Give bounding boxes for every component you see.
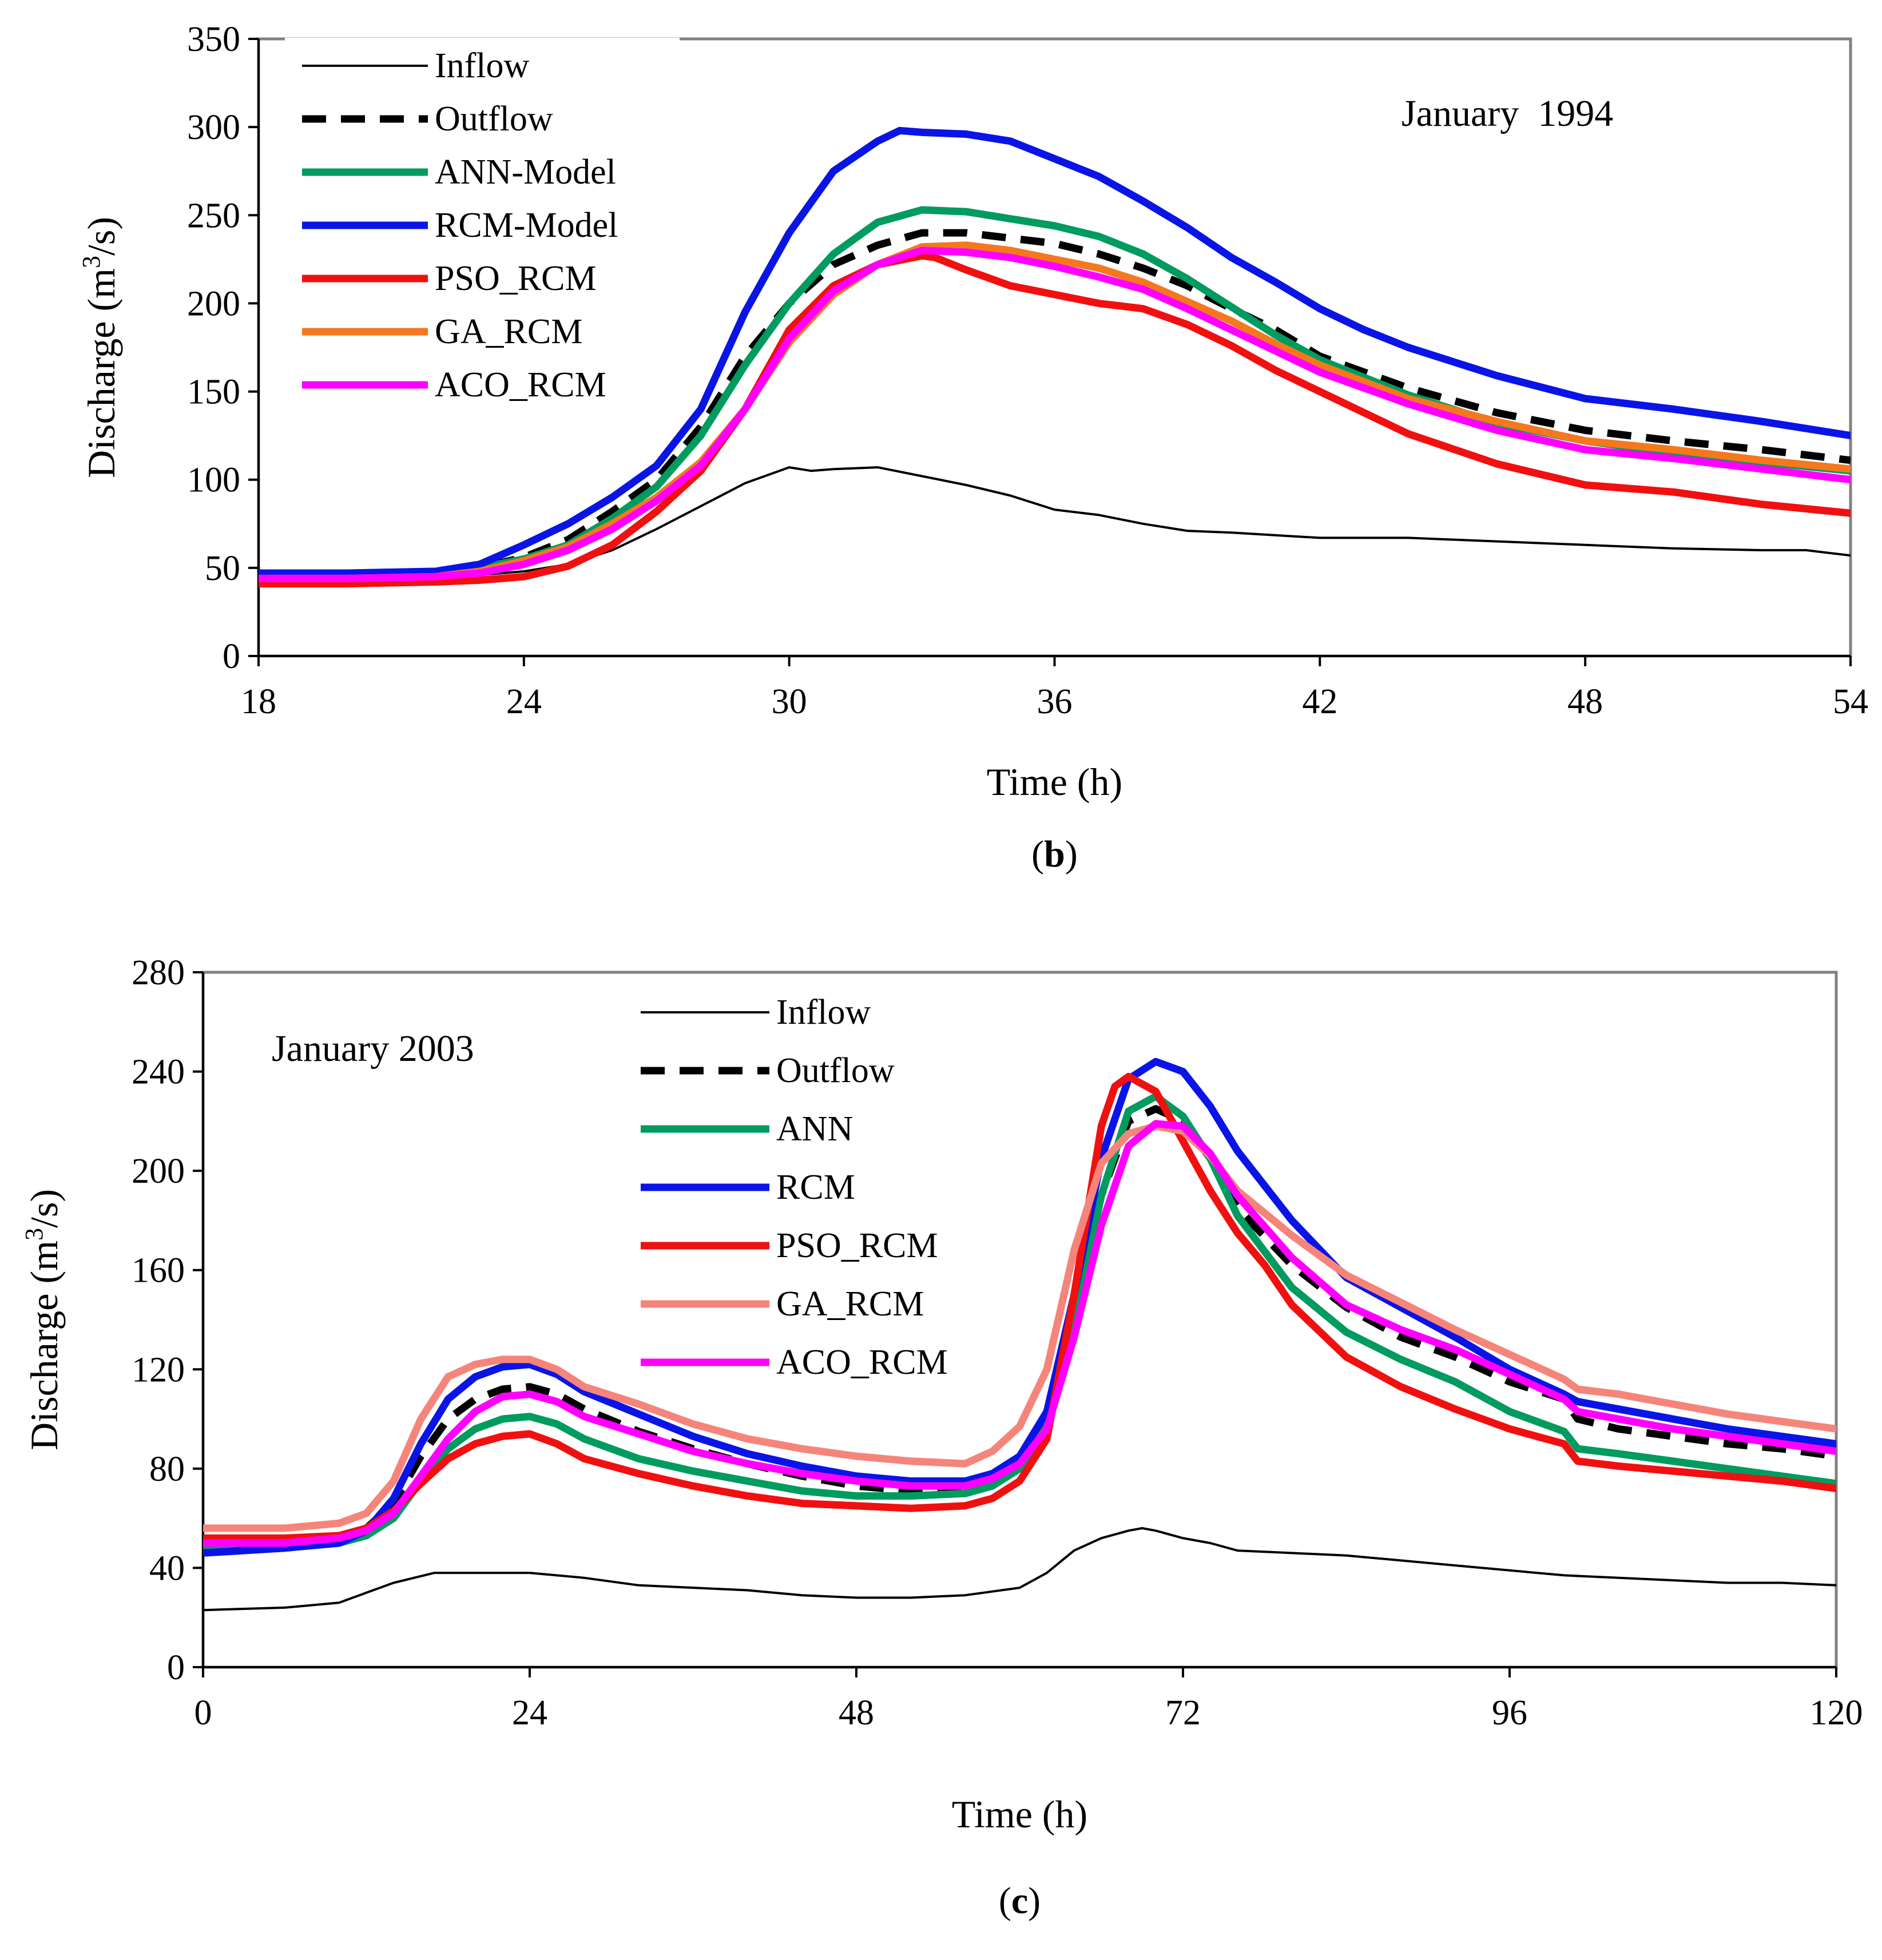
y-axis-title-rest: /s)	[22, 1189, 66, 1228]
legend-item-ann: ANN	[641, 1110, 853, 1148]
x-axis-title: Time (h)	[987, 760, 1122, 804]
x-tick-label: 36	[1037, 682, 1073, 721]
y-tick-label: 80	[149, 1450, 185, 1489]
series-line-rcm	[203, 1057, 1836, 1557]
series-line-ann	[203, 1092, 1836, 1555]
legend-background	[285, 38, 680, 427]
legend-label: ACO_RCM	[776, 1343, 948, 1382]
series-group	[203, 1057, 1836, 1612]
y-tick-label: 350	[187, 20, 240, 59]
x-axis-title: Time (h)	[952, 1792, 1087, 1836]
y-axis-title: Discharge (m3/s)	[77, 217, 123, 478]
legend-label: RCM	[776, 1168, 855, 1207]
series-line-ga-rcm	[203, 1122, 1836, 1532]
y-tick-label: 200	[187, 284, 240, 323]
legend-label: Inflow	[435, 46, 530, 85]
legend-item-pso-rcm: PSO_RCM	[641, 1226, 938, 1265]
legend-item-rcm-model: RCM-Model	[302, 206, 618, 245]
x-tick-label: 18	[241, 682, 276, 721]
x-tick-label: 24	[506, 682, 542, 721]
y-tick-label: 200	[132, 1152, 185, 1191]
y-tick-label: 100	[187, 461, 240, 500]
panel-label-close: )	[1028, 1880, 1041, 1922]
x-tick-label: 48	[1567, 682, 1603, 721]
panel-label: (c)	[999, 1880, 1041, 1922]
y-tick-label: 0	[167, 1648, 185, 1687]
legend-label: ANN-Model	[435, 153, 616, 192]
legend-item-inflow: Inflow	[302, 46, 530, 85]
series-line-inflow	[203, 1527, 1836, 1612]
legend-item-outflow: Outflow	[641, 1051, 895, 1090]
series-line-aco-rcm	[259, 247, 1851, 582]
y-axis-title-superscript: 3	[20, 1228, 48, 1241]
legend-label: ANN	[776, 1110, 853, 1148]
chart-panel-b: 0 50 100 150 200 250 300 350 18 24 30 36 42 48 54 Time …	[77, 20, 1868, 875]
y-tick-label: 150	[187, 373, 240, 412]
series-line-pso-rcm	[259, 252, 1851, 588]
chart-panel-c: 0 40 80 120 160 200 240 280 0 24 48 72 96 120 Time (h)…	[20, 953, 1863, 1922]
legend-item-rcm: RCM	[641, 1168, 855, 1207]
panel-label-letter: c	[1011, 1880, 1028, 1922]
panel-label-open: (	[999, 1880, 1011, 1922]
x-tick-label: 72	[1165, 1693, 1201, 1732]
plot-frame	[201, 971, 1838, 1669]
x-tick-label: 0	[194, 1693, 212, 1732]
y-axis-title-rest: /s)	[80, 217, 123, 256]
legend-label: PSO_RCM	[435, 259, 597, 298]
legend-label: Outflow	[776, 1051, 895, 1090]
x-tick-label: 42	[1302, 682, 1337, 721]
x-tick-label: 48	[839, 1693, 874, 1732]
legend-item-inflow: Inflow	[641, 993, 871, 1032]
y-tick-label: 280	[132, 953, 185, 992]
panel-label: (b)	[1031, 833, 1078, 875]
y-tick-label: 250	[187, 196, 240, 235]
legend-item-pso-rcm: PSO_RCM	[302, 259, 597, 298]
x-tick-label: 120	[1810, 1693, 1863, 1732]
legend-item-ga-rcm: GA_RCM	[641, 1285, 924, 1323]
x-tick-label: 24	[512, 1693, 547, 1732]
series-line-pso-rcm	[203, 1072, 1836, 1542]
y-axis-title-base: Discharge (m	[22, 1241, 66, 1450]
legend-item-aco-rcm: ACO_RCM	[302, 365, 606, 404]
legend-label: GA_RCM	[435, 312, 582, 351]
legend-item-aco-rcm: ACO_RCM	[641, 1343, 948, 1382]
legend-label: ACO_RCM	[435, 365, 606, 404]
legend-label: RCM-Model	[435, 206, 618, 245]
legend-label: GA_RCM	[776, 1285, 924, 1323]
series-line-outflow	[259, 229, 1851, 579]
x-tick-label: 96	[1492, 1693, 1527, 1732]
y-tick-label: 160	[132, 1251, 185, 1290]
y-tick-label: 240	[132, 1053, 185, 1092]
y-tick-label: 120	[132, 1350, 185, 1389]
y-tick-label: 0	[223, 637, 240, 676]
y-tick-label: 300	[187, 108, 240, 147]
legend-label: PSO_RCM	[776, 1226, 938, 1265]
y-tick-label: 50	[205, 549, 240, 588]
legend-label: Outflow	[435, 100, 553, 138]
y-axis-title-base: Discharge (m	[80, 268, 123, 478]
x-tick-label: 54	[1833, 682, 1868, 721]
legend-item-outflow: Outflow	[302, 100, 553, 138]
y-tick-label: 40	[149, 1549, 185, 1588]
y-axis-title: Discharge (m3/s)	[20, 1189, 66, 1450]
panel-label-letter: b	[1044, 833, 1065, 875]
series-group	[259, 126, 1851, 588]
series-line-rcm-model	[259, 126, 1851, 577]
y-axis-title-superscript: 3	[77, 256, 105, 268]
legend-item-ga-rcm: GA_RCM	[302, 312, 582, 351]
legend-item-ann-model: ANN-Model	[302, 153, 616, 192]
chart-annotation: January 2003	[272, 1028, 474, 1070]
legend: Inflow Outflow ANN RCM PSO_RCM GA_RCM ACO_RCM	[641, 993, 948, 1382]
x-tick-label: 30	[772, 682, 807, 721]
panel-label-close: )	[1065, 833, 1078, 875]
legend: Inflow Outflow ANN-Model RCM-Model PSO_RCM GA…	[285, 38, 680, 427]
series-line-aco-rcm	[203, 1120, 1836, 1547]
chart-annotation: January 1994	[1401, 93, 1613, 134]
legend-label: Inflow	[776, 993, 871, 1032]
panel-label-open: (	[1031, 833, 1044, 875]
